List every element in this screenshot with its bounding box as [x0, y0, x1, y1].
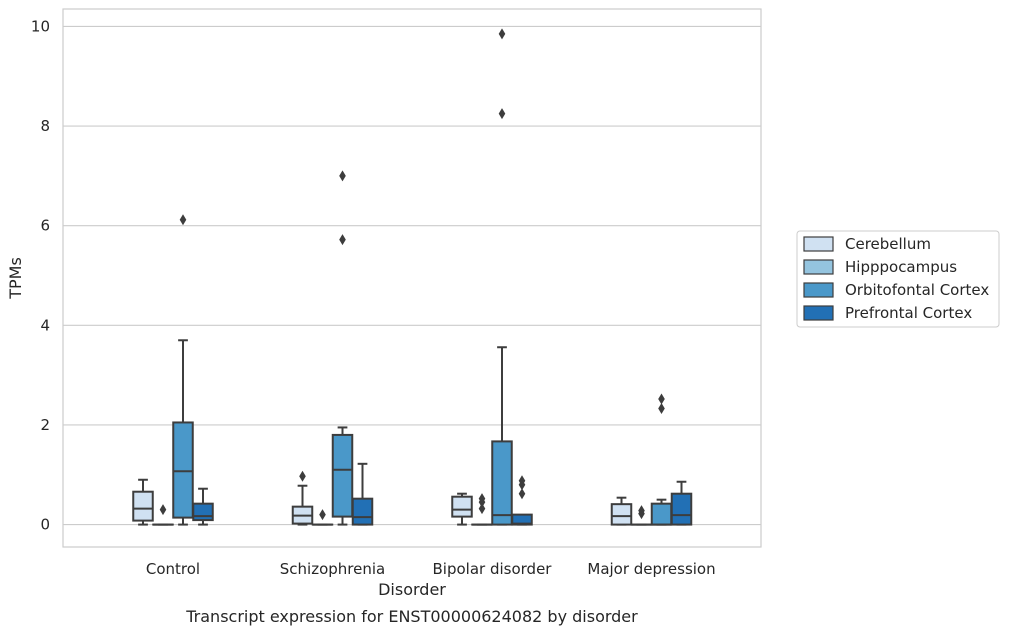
x-axis-title: Disorder: [378, 580, 446, 599]
legend-label: Prefrontal Cortex: [845, 304, 972, 322]
y-tick-label: 8: [40, 117, 50, 135]
outlier-point: [478, 503, 486, 515]
outlier-point: [498, 28, 506, 40]
legend-frame: [796, 230, 1000, 328]
outlier-point: [638, 505, 645, 517]
x-tick-label: Schizophrenia: [280, 560, 385, 578]
series-hipppocampus: [152, 493, 653, 526]
outlier-point: [179, 214, 187, 226]
y-tick-label: 6: [40, 217, 50, 235]
box: [650, 502, 673, 526]
legend: Cerebellum Hipppocampus Orbitofontal Corte…: [796, 230, 1000, 328]
outlier-point: [658, 393, 665, 405]
legend-label: Cerebellum: [845, 235, 931, 253]
y-axis-title: TPMs: [6, 257, 25, 300]
series-prefrontal-cortex: [192, 462, 693, 526]
x-tick-label: Control: [146, 560, 200, 578]
outlier-point: [478, 493, 486, 505]
x-tick-label: Bipolar disorder: [433, 560, 553, 578]
outlier-point: [518, 488, 526, 500]
box: [670, 492, 693, 526]
outlier-point: [498, 108, 506, 120]
y-tick-label: 4: [40, 316, 50, 334]
outlier-point: [518, 475, 526, 487]
grid-lines: [63, 25, 761, 526]
legend-swatch: [803, 259, 834, 275]
x-tick-labels: Control Schizophrenia Bipolar disorder Majo…: [146, 560, 716, 578]
box: [351, 497, 374, 526]
box: [192, 502, 214, 522]
box: [451, 495, 473, 518]
box: [172, 421, 194, 519]
x-tick-label: Major depression: [587, 560, 715, 578]
legend-swatch: [803, 305, 834, 321]
series-cerebellum: [132, 470, 633, 526]
outlier-point: [159, 504, 167, 516]
box: [491, 440, 513, 526]
box: [331, 433, 354, 518]
legend-swatch: [803, 236, 834, 252]
box-series: [132, 28, 693, 526]
outlier-point: [299, 470, 306, 482]
legend-swatch: [803, 282, 834, 298]
chart-caption: Transcript expression for ENST0000062408…: [185, 607, 638, 626]
box: [132, 490, 154, 522]
y-tick-label: 2: [40, 416, 50, 434]
box: [610, 503, 633, 526]
legend-label: Orbitofontal Cortex: [845, 281, 989, 299]
y-tick-labels: 0 2 4 6 8 10: [31, 17, 50, 533]
y-tick-label: 10: [31, 17, 50, 35]
legend-label: Hipppocampus: [845, 258, 957, 276]
plot-frame: [62, 8, 762, 548]
series-orbitofontal-cortex: [172, 28, 673, 526]
outlier-point: [339, 170, 346, 182]
outlier-point: [319, 509, 326, 521]
y-tick-label: 0: [40, 516, 50, 534]
outlier-point: [658, 403, 665, 415]
outlier-point: [339, 234, 346, 246]
